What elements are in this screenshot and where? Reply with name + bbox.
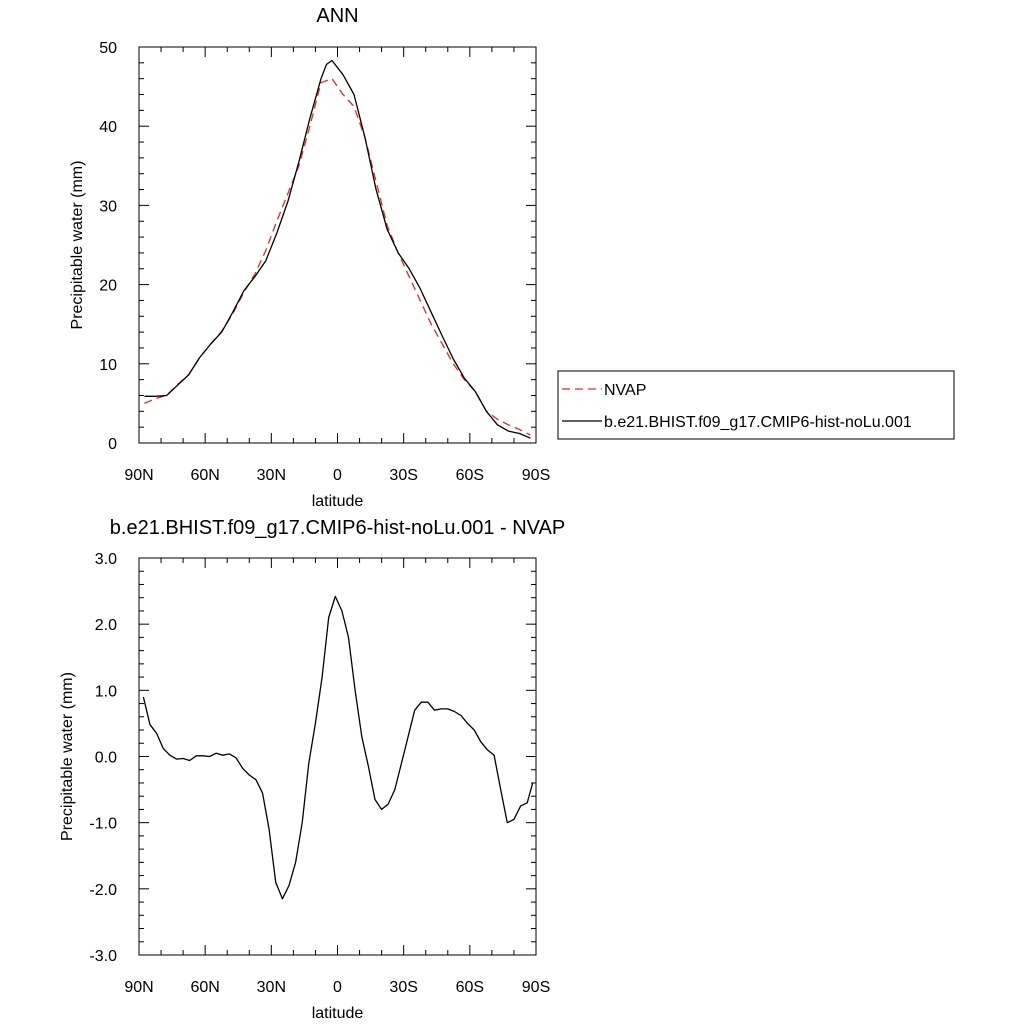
x-tick-label: 30S xyxy=(389,979,417,996)
x-axis: 90N 60N 30N 0 30S 60S 90S xyxy=(124,558,550,996)
x-tick-label: 60S xyxy=(456,467,484,484)
y-tick-label: 10 xyxy=(99,357,117,374)
y-tick-label: 0.0 xyxy=(95,750,117,767)
plot-frame xyxy=(138,557,537,956)
chart-title: ANN xyxy=(316,5,358,27)
y-tick-label: 40 xyxy=(99,119,117,136)
y-axis: 0 10 20 30 40 50 xyxy=(99,40,536,453)
legend-label: b.e21.BHIST.f09_g17.CMIP6-hist-noLu.001 xyxy=(604,414,912,431)
y-tick-label: 50 xyxy=(99,40,117,57)
x-axis-title: latitude xyxy=(312,1005,364,1022)
x-axis: 90N 60N 30N 0 30S 60S 90S xyxy=(124,47,550,484)
y-tick-label: -2.0 xyxy=(89,882,117,899)
lower-chart: b.e21.BHIST.f09_g17.CMIP6-hist-noLu.001 … xyxy=(59,517,565,1022)
x-tick-label: 60N xyxy=(190,979,219,996)
x-tick-label: 90N xyxy=(124,979,153,996)
x-tick-label: 60N xyxy=(190,467,219,484)
y-axis: -3.0 -2.0 -1.0 0.0 1.0 2.0 3.0 xyxy=(89,551,536,965)
x-tick-label: 90S xyxy=(522,467,550,484)
y-tick-label: -1.0 xyxy=(89,816,117,833)
legend-box xyxy=(557,370,955,440)
x-tick-label: 30N xyxy=(257,467,286,484)
series-line-0 xyxy=(142,595,534,900)
x-tick-label: 30N xyxy=(257,979,286,996)
x-tick-label: 90N xyxy=(124,467,153,484)
y-tick-label: 1.0 xyxy=(95,683,117,700)
series-line-1 xyxy=(144,59,531,439)
chart-title: b.e21.BHIST.f09_g17.CMIP6-hist-noLu.001 … xyxy=(110,517,565,539)
legend: NVAP b.e21.BHIST.f09_g17.CMIP6-hist-noLu.… xyxy=(557,370,955,440)
y-axis-title: Precipitable water (mm) xyxy=(59,672,76,841)
plot-frame xyxy=(138,46,537,444)
y-axis-title: Precipitable water (mm) xyxy=(69,161,86,330)
legend-label: NVAP xyxy=(604,382,646,399)
y-tick-label: 20 xyxy=(99,278,117,295)
y-tick-label: 30 xyxy=(99,198,117,215)
y-tick-label: 3.0 xyxy=(95,551,117,568)
x-tick-label: 60S xyxy=(456,979,484,996)
x-axis-title: latitude xyxy=(312,493,364,510)
series-line-0 xyxy=(144,78,531,436)
x-tick-label: 0 xyxy=(333,979,342,996)
y-tick-label: 0 xyxy=(108,436,117,453)
x-tick-label: 0 xyxy=(333,467,342,484)
x-tick-label: 90S xyxy=(522,979,550,996)
y-tick-label: -3.0 xyxy=(89,948,117,965)
x-tick-label: 30S xyxy=(389,467,417,484)
y-tick-label: 2.0 xyxy=(95,617,117,634)
upper-chart: ANN 90N 60N 30N 0 30S 60S 90S 0 10 20 30 40 50 latitud… xyxy=(69,5,955,510)
